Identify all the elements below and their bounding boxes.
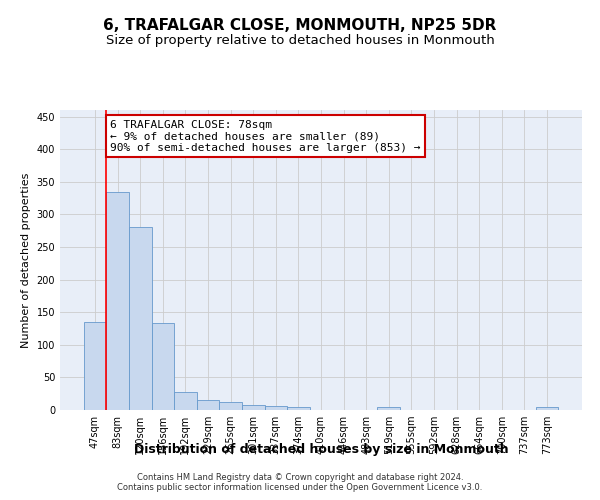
Bar — [242, 405, 265, 410]
Bar — [265, 406, 287, 410]
Text: Contains HM Land Registry data © Crown copyright and database right 2024.: Contains HM Land Registry data © Crown c… — [137, 472, 463, 482]
Bar — [129, 226, 152, 410]
Text: Size of property relative to detached houses in Monmouth: Size of property relative to detached ho… — [106, 34, 494, 47]
Bar — [84, 322, 106, 410]
Text: Distribution of detached houses by size in Monmouth: Distribution of detached houses by size … — [134, 442, 508, 456]
Bar — [152, 322, 174, 410]
Bar — [377, 406, 400, 410]
Text: 6, TRAFALGAR CLOSE, MONMOUTH, NP25 5DR: 6, TRAFALGAR CLOSE, MONMOUTH, NP25 5DR — [103, 18, 497, 32]
Bar — [536, 406, 558, 410]
Y-axis label: Number of detached properties: Number of detached properties — [21, 172, 31, 348]
Bar — [174, 392, 197, 410]
Bar — [287, 406, 310, 410]
Bar — [220, 402, 242, 410]
Text: 6 TRAFALGAR CLOSE: 78sqm
← 9% of detached houses are smaller (89)
90% of semi-de: 6 TRAFALGAR CLOSE: 78sqm ← 9% of detache… — [110, 120, 421, 153]
Text: Contains public sector information licensed under the Open Government Licence v3: Contains public sector information licen… — [118, 484, 482, 492]
Bar — [106, 192, 129, 410]
Bar — [197, 400, 220, 410]
